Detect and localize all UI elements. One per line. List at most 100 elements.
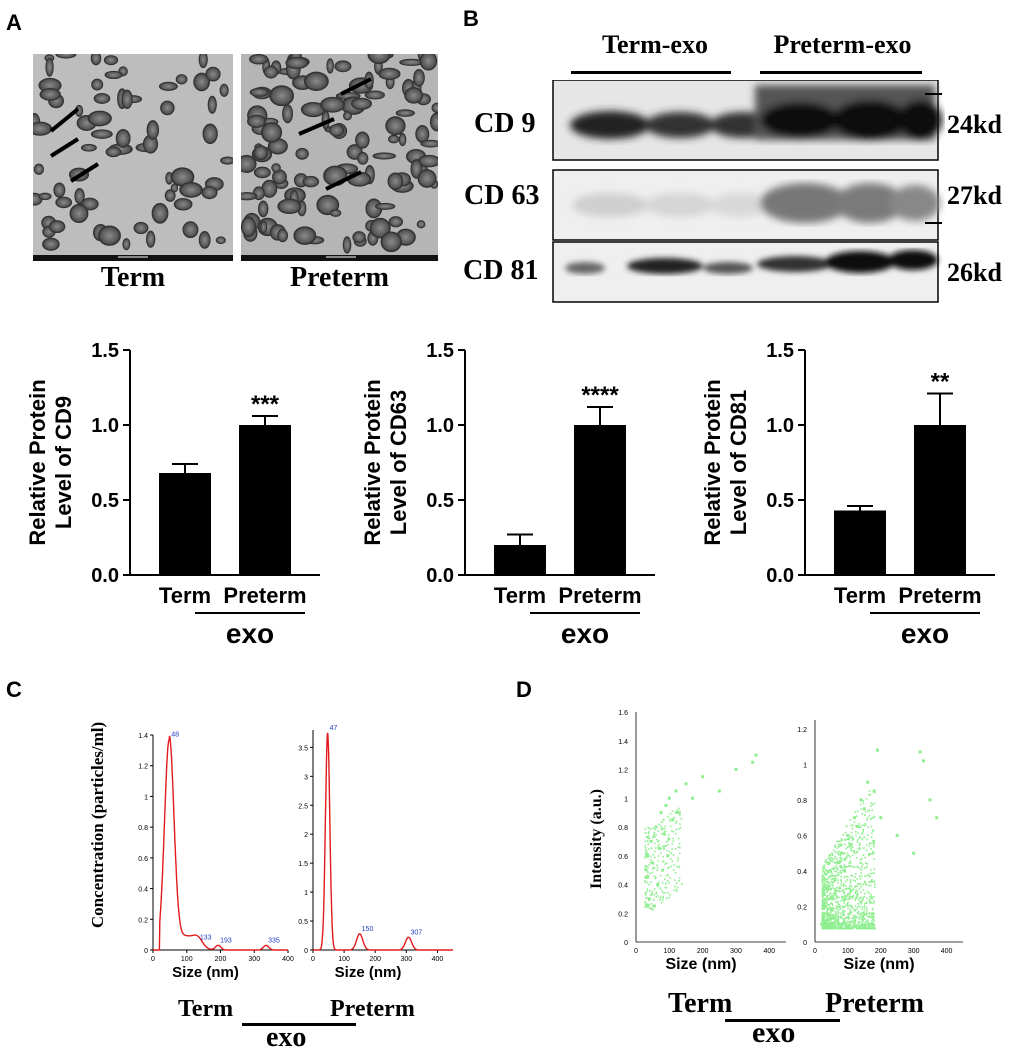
scatter-cloud-point (673, 864, 676, 867)
scatter-cloud-point (851, 837, 853, 839)
scatter-cloud-point (870, 912, 873, 915)
nta-x-tick-label: 300 (400, 956, 412, 963)
scatter-cloud-point (654, 835, 656, 838)
scatter-cloud-point (653, 893, 655, 896)
scatter-cloud-point (645, 903, 648, 905)
scatter-cloud-point (660, 825, 662, 828)
scatter-cloud-point (668, 881, 670, 884)
scatter-cloud-point (845, 904, 848, 907)
nta-peak-label: 150 (362, 926, 374, 933)
scatter-cloud-point (836, 847, 839, 849)
scatter-cloud-point (832, 917, 835, 919)
arrow-annotation (49, 137, 80, 158)
scatter-cloud-point (866, 925, 869, 927)
em-vesicle (175, 74, 188, 85)
em-vesicle (164, 189, 176, 202)
em-vesicle (385, 116, 406, 136)
scatter-cloud-point (864, 814, 866, 816)
scatter-cloud-point (644, 828, 647, 830)
scatter-cloud-point (859, 913, 861, 916)
scatter-point (754, 753, 758, 757)
scatter-cloud-point (836, 869, 839, 871)
scatter-cloud-point (872, 925, 875, 928)
scatter-cloud-point (822, 920, 825, 923)
scatter-cloud-point (834, 851, 837, 853)
scatter-cloud-point (668, 850, 671, 853)
scatter-cloud-point (821, 892, 824, 894)
scatter-x-tick-label: 0 (634, 948, 638, 955)
nta-y-tick-label: 3.5 (298, 745, 308, 752)
scatter-point (751, 760, 755, 764)
scatter-cloud-point (835, 900, 837, 903)
scatter-cloud-point (824, 924, 826, 926)
em-vesicle (241, 216, 257, 238)
scatter-cloud-point (647, 875, 650, 878)
scatter-cloud-point (675, 890, 678, 892)
scatter-cloud-point (829, 917, 832, 920)
scatter-cloud-point (849, 864, 851, 867)
scatter-cloud-point (862, 824, 865, 827)
scatter-cloud-point (829, 892, 832, 894)
scatter-cloud-point (850, 905, 852, 908)
nta-peak-label: 47 (330, 725, 338, 732)
em-vesicle (352, 231, 366, 243)
scatter-cloud-point (846, 854, 848, 857)
scatter-cloud-point (855, 885, 857, 887)
scatter-cloud-point (854, 830, 857, 833)
scatter-cloud-point (826, 872, 828, 875)
scatter-cloud-point (855, 917, 857, 919)
scatter-cloud-point (865, 798, 868, 800)
scatter-cloud-point (836, 868, 839, 870)
scatter-cloud-point (854, 892, 857, 894)
scatter-cloud-point (873, 923, 876, 926)
scatter-cloud-point (847, 887, 849, 890)
scatter-cloud-point (847, 865, 850, 867)
scatter-cloud-point (852, 895, 854, 898)
scatter-cloud-point (853, 866, 856, 868)
scatter-cloud-point (863, 924, 866, 927)
scatter-cloud-point (843, 883, 845, 885)
scatter-point (646, 854, 650, 858)
scatter-cloud-point (861, 837, 864, 840)
scatter-cloud-point (871, 803, 874, 806)
scatter-cloud-point (842, 885, 845, 887)
scatter-cloud-point (672, 830, 675, 833)
scatter-cloud-point (829, 913, 832, 916)
blot-group-term: Term-exo (602, 30, 708, 59)
scatter-cloud-point (856, 915, 858, 918)
scatter-point (662, 832, 666, 836)
scatter-cloud-point (646, 865, 648, 867)
nta-x-tick-label: 200 (369, 956, 381, 963)
scatter-cloud-point (830, 875, 832, 878)
bar-y-axis-label-line2: Level of CD9 (51, 396, 76, 529)
scatter-cloud-point (832, 877, 834, 880)
scatter-cloud-point (844, 899, 846, 902)
nta-y-axis-unit: (particles/ml) (88, 721, 107, 820)
scatter-point (734, 768, 738, 771)
scatter-point (866, 780, 870, 784)
scatter-cloud-point (830, 927, 832, 930)
scatter-cloud-point (830, 908, 833, 910)
scatter-cloud-point (866, 897, 868, 899)
em-vesicle (241, 191, 258, 201)
scatter-cloud-point (856, 892, 858, 895)
scatter-cloud-point (825, 925, 828, 928)
scatter-cloud-point (827, 912, 830, 914)
scatter-cloud-point (670, 858, 672, 860)
scatter-cloud-point (873, 868, 876, 871)
scatter-cloud-point (826, 913, 829, 915)
scatter-cloud-point (849, 889, 852, 892)
scatter-cloud-point (823, 899, 826, 902)
scatter-cloud-point (824, 922, 827, 925)
scatter-cloud-point (861, 832, 864, 834)
scatter-cloud-point (850, 885, 853, 888)
em-vesicle (151, 202, 169, 224)
scatter-cloud-point (821, 901, 824, 903)
scatter-cloud-point (663, 846, 665, 849)
em-vesicle (253, 145, 268, 161)
scatter-cloud-point (852, 894, 855, 897)
bar-y-tick-label: 1.5 (426, 340, 454, 362)
scatter-cloud-point (847, 894, 849, 896)
scatter-cloud-point (669, 877, 671, 879)
scatter-cloud-point (837, 879, 840, 882)
